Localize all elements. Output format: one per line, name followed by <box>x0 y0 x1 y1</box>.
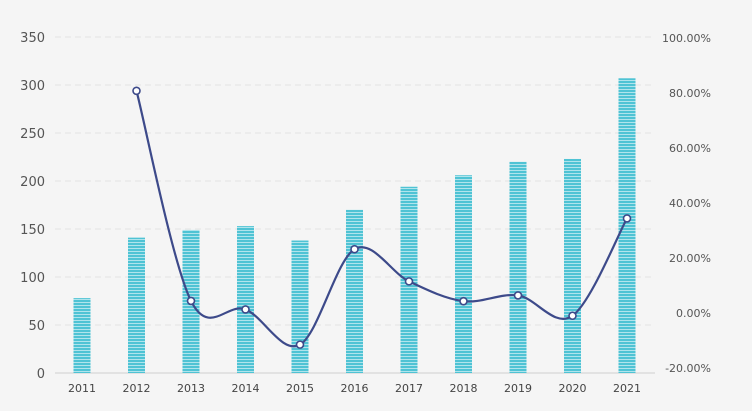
right-tick-label: 40.00% <box>669 197 711 210</box>
left-tick-label: 350 <box>20 31 45 46</box>
right-tick-label: 20.00% <box>669 252 711 265</box>
left-tick-label: 300 <box>20 79 45 94</box>
x-tick-label: 2012 <box>123 382 151 395</box>
bar <box>73 298 91 373</box>
x-tick-label: 2019 <box>504 382 532 395</box>
bar <box>291 240 309 373</box>
bar <box>618 78 636 373</box>
line-path <box>135 90 628 348</box>
x-tick-label: 2016 <box>341 382 369 395</box>
bar <box>455 175 472 373</box>
right-tick-label: 80.00% <box>669 87 711 100</box>
line-point <box>622 214 632 223</box>
line-point <box>132 86 141 96</box>
right-tick-label: -20.00% <box>665 362 711 375</box>
x-tick-label: 2020 <box>559 382 587 395</box>
left-tick-label: 250 <box>20 127 45 142</box>
x-tick-label: 2011 <box>68 382 96 395</box>
x-tick-label: 2015 <box>286 382 314 395</box>
left-tick-label: 50 <box>28 319 45 334</box>
x-tick-label: 2013 <box>177 382 205 395</box>
x-tick-label: 2018 <box>450 382 478 395</box>
line-series <box>132 86 632 349</box>
line-point <box>459 296 468 306</box>
left-tick-label: 0 <box>37 367 45 382</box>
line-point <box>350 244 359 254</box>
right-tick-label: 100.00% <box>662 32 711 45</box>
x-tick-label: 2021 <box>613 382 641 395</box>
bar <box>346 209 363 373</box>
line-point <box>404 277 414 286</box>
right-tick-label: 60.00% <box>669 142 711 155</box>
left-tick-label: 100 <box>20 271 45 286</box>
line-point <box>513 291 523 300</box>
axes: 0 50 100 150 200 250 300 350 -20.00% 0.00% 20.00% 4… <box>20 31 711 395</box>
left-tick-label: 150 <box>20 223 45 238</box>
bar-series <box>73 78 636 373</box>
left-tick-label: 200 <box>20 175 45 190</box>
bar <box>564 158 581 373</box>
line-point <box>295 340 305 349</box>
right-tick-label: 0.00% <box>676 307 711 320</box>
bar <box>128 237 145 373</box>
x-tick-label: 2017 <box>395 382 423 395</box>
bar <box>509 161 527 373</box>
bar <box>237 226 254 373</box>
line-point <box>568 311 577 321</box>
line-point <box>241 305 250 314</box>
line-point <box>186 296 196 306</box>
x-tick-label: 2014 <box>232 382 260 395</box>
